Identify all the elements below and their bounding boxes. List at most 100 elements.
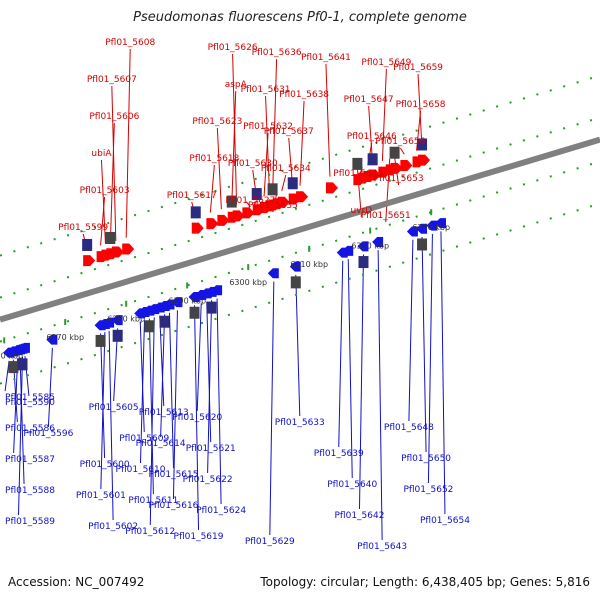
reverse-gene-label: Pfl01_5585 (5, 393, 55, 403)
forward-feature-box (287, 177, 298, 190)
forward-gene-label: Pfl01_5606 (89, 112, 139, 122)
forward-gene-label: Pfl01_5645 (333, 169, 383, 179)
reverse-gene-arrow (46, 334, 58, 345)
forward-gene-label: Pfl01_5599 (58, 223, 108, 233)
forward-gene-label: Pfl01_5659 (393, 63, 443, 73)
reverse-gene-label: Pfl01_5596 (23, 429, 73, 439)
forward-gene-label: Pfl01_5641 (301, 53, 351, 63)
forward-leader-line (325, 63, 331, 177)
reverse-leader-line (207, 300, 213, 474)
reverse-leader-line (149, 317, 155, 526)
forward-leader-line (281, 174, 287, 192)
reverse-leader-line (160, 314, 166, 438)
reverse-feature-box (112, 329, 123, 342)
forward-gene-arrow (277, 196, 290, 208)
forward-leader-line (232, 53, 238, 205)
reverse-feature-box (8, 361, 19, 374)
forward-gene-label: Pfl01_5651 (361, 211, 411, 221)
reverse-gene-arrow (416, 223, 428, 234)
forward-gene-label: Pfl01_5656 (375, 137, 425, 147)
forward-leader-line (216, 127, 222, 210)
reverse-gene-label: Pfl01_5621 (186, 444, 236, 454)
forward-leader-line (231, 90, 237, 207)
forward-gene-label: Pfl01_5608 (105, 38, 155, 48)
forward-leader-line (245, 201, 251, 208)
forward-gene-label: Pfl01_5631 (241, 85, 291, 95)
reverse-leader-line (338, 260, 344, 448)
forward-gene-arrow (400, 159, 413, 171)
reverse-gene-arrow (342, 245, 354, 256)
reverse-gene-arrow (267, 268, 279, 279)
reverse-gene-arrow (289, 261, 301, 272)
forward-gene-arrow (83, 255, 96, 267)
ruler-tick-label: 6330 kbp (412, 223, 450, 232)
page-title: Pseudomonas fluorescens Pf0-1, complete … (133, 10, 467, 25)
forward-gene-label: Pfl01_5603 (80, 186, 130, 196)
reverse-gene-label: Pfl01_5611 (128, 496, 178, 506)
reverse-leader-line (139, 321, 145, 433)
reverse-gene-arrow (211, 285, 223, 296)
reverse-gene-arrow (111, 315, 123, 326)
forward-feature-box (82, 238, 93, 251)
forward-gene-label: Pfl01_5634 (261, 164, 311, 174)
reverse-leader-line (421, 236, 427, 453)
ruler-tick-label: 6260 kbp (0, 351, 23, 360)
forward-gene-arrow (242, 207, 255, 219)
gene-labels: Pfl01_5599 Pfl01_5603 ubiA Pfl01_5606 Pfl01_… (5, 38, 470, 552)
forward-feature-box (352, 157, 363, 170)
reverse-leader-line (295, 274, 301, 417)
forward-gene-label: Pfl01_5646 (347, 132, 397, 142)
genome-summary-text: Topology: circular; Length: 6,438,405 bp… (260, 575, 590, 589)
ruler-tick-label: 6270 kbp (46, 333, 84, 342)
forward-gene-label: Pfl01_5626 (208, 43, 258, 53)
forward-gene-label: Pfl01_5627 (225, 196, 275, 206)
reverse-leader-line (172, 310, 178, 500)
reverse-feature-box (189, 306, 200, 319)
reverse-leader-line (47, 347, 53, 428)
reverse-leader-line (19, 357, 25, 485)
reverse-leader-line (148, 318, 154, 495)
ruler-tick-label: 6280 kbp (107, 315, 145, 324)
reverse-gene-label: Pfl01_5605 (89, 403, 139, 413)
forward-feature-box (105, 231, 116, 244)
reverse-gene-label: Pfl01_5619 (174, 532, 224, 542)
reverse-gene-label: Pfl01_5654 (420, 516, 470, 526)
forward-gene-label: Pfl01_5649 (361, 58, 411, 68)
reverse-feature-box (417, 238, 428, 251)
backbone-line (0, 136, 600, 323)
reverse-gene-arrow (426, 220, 438, 231)
reverse-gene-label: Pfl01_5589 (5, 517, 55, 527)
forward-gene-arrow (418, 154, 431, 166)
forward-gene-arrow (111, 246, 124, 258)
forward-gene-arrow (122, 243, 135, 255)
reverse-gene-label: Pfl01_5640 (327, 480, 377, 490)
reverse-gene-label: Pfl01_5612 (125, 527, 175, 537)
reverse-leader-line (206, 301, 212, 443)
forward-leader-line (299, 100, 305, 186)
reverse-feature-box (144, 320, 155, 333)
reverse-leader-line (440, 231, 446, 515)
ruler-tick-label: 6300 kbp (229, 278, 267, 287)
reverse-gene-label: Pfl01_5615 (149, 470, 199, 480)
reverse-gene-label: Pfl01_5639 (314, 449, 364, 459)
reverse-gene-label: Pfl01_5642 (335, 511, 385, 521)
forward-gene-label: Pfl01_5653 (374, 174, 424, 184)
reverse-feature-box (95, 334, 106, 347)
forward-gene-label: Pfl01_5636 (252, 48, 302, 58)
forward-feature-box (367, 153, 378, 166)
ruler-tick-label: 6310 kbp (290, 260, 328, 269)
reverse-leader-line (100, 333, 106, 459)
forward-gene-label: Pfl01_5607 (87, 75, 137, 85)
reverse-gene-label: Pfl01_5643 (357, 542, 407, 552)
forward-leader-line (100, 159, 106, 244)
forward-feature-box (417, 138, 428, 151)
reverse-leader-line (269, 281, 275, 536)
reverse-gene-label: Pfl01_5587 (5, 455, 55, 465)
forward-gene-arrow (296, 191, 309, 203)
reverse-gene-label: Pfl01_5609 (119, 434, 169, 444)
forward-gene-label: Pfl01_5635 (248, 201, 298, 211)
reverse-gene-label: Pfl01_5590 (5, 398, 55, 408)
reverse-feature-box (17, 358, 28, 371)
reverse-leader-line (159, 315, 165, 407)
